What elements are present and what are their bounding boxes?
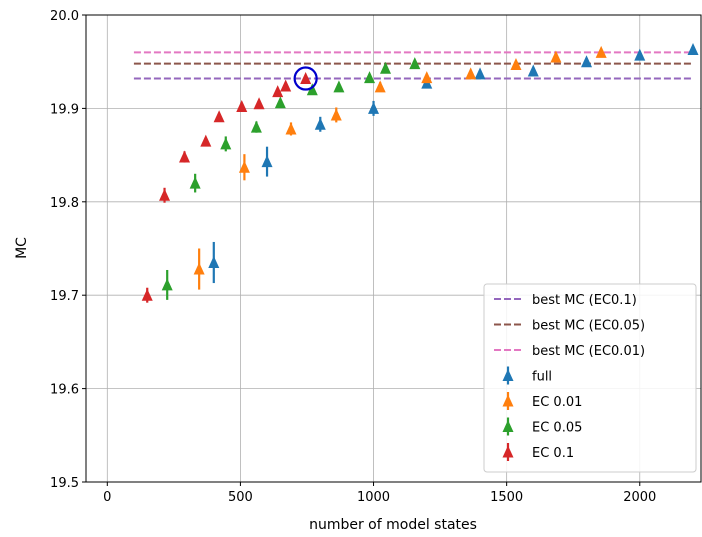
data-point xyxy=(193,262,205,275)
legend-item: best MC (EC0.1) xyxy=(494,293,637,308)
data-point xyxy=(159,188,171,201)
data-point xyxy=(368,101,380,114)
data-point xyxy=(161,278,173,291)
legend-item: EC 0.01 xyxy=(502,392,582,410)
legend-label: full xyxy=(532,370,552,385)
highlight-layer xyxy=(293,66,318,91)
data-point xyxy=(314,117,326,130)
data-point xyxy=(510,58,522,71)
x-tick-label: 1000 xyxy=(357,490,390,505)
legend-label: best MC (EC0.05) xyxy=(532,319,645,334)
data-point xyxy=(280,79,292,92)
data-point xyxy=(527,64,539,77)
y-tick-label: 19.9 xyxy=(50,102,79,117)
y-tick-label: 19.6 xyxy=(50,383,79,398)
data-point xyxy=(595,45,607,58)
data-point xyxy=(274,96,286,109)
data-point xyxy=(208,256,220,269)
y-tick-label: 19.7 xyxy=(50,289,79,304)
data-point xyxy=(141,288,153,301)
legend: best MC (EC0.1) best MC (EC0.05) best MC (… xyxy=(483,283,697,473)
y-tick-label: 20.0 xyxy=(50,9,79,24)
legend-item: EC 0.1 xyxy=(502,443,574,461)
data-point xyxy=(333,80,345,93)
ticks: 0 500 1000 1500 2000 19.5 19.6 19.7 19.8 19.9 20.0 xyxy=(50,9,656,505)
data-point xyxy=(285,122,297,135)
x-tick-label: 500 xyxy=(228,490,253,505)
series-ec-0-05 xyxy=(161,57,421,300)
legend-item: full xyxy=(502,366,552,385)
legend-label: EC 0.05 xyxy=(532,421,582,436)
legend-box xyxy=(483,283,697,473)
legend-item: best MC (EC0.01) xyxy=(494,344,645,359)
data-point xyxy=(374,80,386,93)
y-axis-label: MC xyxy=(14,237,30,259)
plot-frame xyxy=(85,14,702,483)
y-tick-label: 19.8 xyxy=(50,196,79,211)
data-point xyxy=(634,48,646,61)
legend-label: best MC (EC0.1) xyxy=(532,293,637,308)
legend-item: best MC (EC0.05) xyxy=(494,319,645,334)
data-point xyxy=(200,134,212,147)
data-point xyxy=(380,61,392,74)
data-point xyxy=(300,72,312,85)
legend-marker-swatch xyxy=(502,369,514,381)
data-point xyxy=(179,150,191,163)
data-point xyxy=(238,160,250,173)
data-point xyxy=(409,57,421,70)
data-point xyxy=(253,97,265,110)
highlight-circle xyxy=(293,66,318,91)
series-full xyxy=(208,43,699,284)
data-point xyxy=(261,155,273,168)
legend-marker-swatch xyxy=(502,445,514,458)
legend-marker-swatch xyxy=(502,420,514,432)
data-point xyxy=(687,43,699,56)
data-point xyxy=(421,71,433,84)
data-point xyxy=(550,50,562,63)
x-tick-label: 1500 xyxy=(490,490,523,505)
legend-label: EC 0.01 xyxy=(532,395,582,410)
x-axis-label: number of model states xyxy=(309,517,477,533)
legend-item: EC 0.05 xyxy=(502,417,582,436)
data-point xyxy=(474,67,486,80)
x-tick-label: 0 xyxy=(103,490,111,505)
data-point xyxy=(306,83,318,96)
data-point xyxy=(220,137,232,150)
data-point xyxy=(330,108,342,121)
data-point xyxy=(364,71,376,84)
data-point xyxy=(236,100,248,113)
data-point xyxy=(581,55,593,68)
series-ec-0-01 xyxy=(193,45,607,290)
legend-label: EC 0.1 xyxy=(532,446,574,461)
data-point xyxy=(272,85,284,98)
legend-marker-swatch xyxy=(502,394,514,407)
x-tick-label: 2000 xyxy=(623,490,656,505)
data-point xyxy=(250,120,262,133)
data-series xyxy=(141,43,699,303)
data-point xyxy=(213,110,225,123)
y-tick-label: 19.5 xyxy=(50,476,79,491)
legend-label: best MC (EC0.01) xyxy=(532,344,645,359)
data-point xyxy=(189,176,201,189)
series-ec-0-1 xyxy=(141,72,312,303)
data-point xyxy=(465,67,477,80)
